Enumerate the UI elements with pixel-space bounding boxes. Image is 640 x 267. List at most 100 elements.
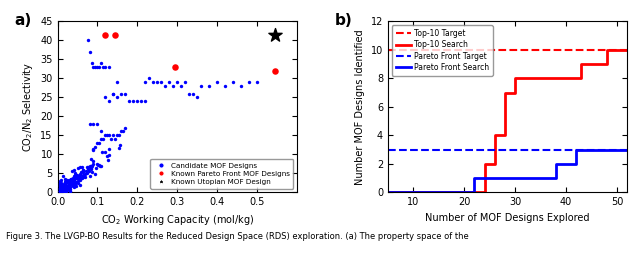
Point xyxy=(86,166,96,170)
Point xyxy=(60,189,70,193)
Point xyxy=(54,189,65,193)
Point xyxy=(104,65,115,69)
Point xyxy=(75,172,85,176)
Point xyxy=(65,182,76,187)
Point xyxy=(148,80,159,84)
Point xyxy=(65,181,76,186)
Point xyxy=(73,181,83,186)
Point xyxy=(56,188,66,192)
Point xyxy=(59,184,69,189)
Point xyxy=(56,187,67,192)
Point xyxy=(61,183,72,188)
Point xyxy=(65,187,75,191)
Point xyxy=(99,65,109,69)
Point xyxy=(97,150,107,154)
Point xyxy=(55,189,65,193)
Point xyxy=(57,189,67,193)
Point xyxy=(60,180,70,185)
Point xyxy=(79,172,90,176)
Point xyxy=(54,189,65,193)
Point xyxy=(140,99,150,103)
Point xyxy=(91,166,101,170)
Point xyxy=(58,174,68,178)
Point xyxy=(55,181,65,185)
Point xyxy=(116,91,127,96)
Point xyxy=(58,186,68,190)
Point xyxy=(58,187,68,192)
Point xyxy=(192,95,202,99)
Point xyxy=(102,133,113,138)
Point xyxy=(112,95,122,99)
Pareto Front Search xyxy=(598,148,605,151)
Point xyxy=(100,95,111,99)
Point xyxy=(60,182,70,186)
Point xyxy=(62,188,72,192)
Point xyxy=(270,33,280,37)
Point xyxy=(56,183,66,187)
Point xyxy=(270,69,280,73)
Point xyxy=(68,183,78,188)
Point xyxy=(228,80,238,84)
Pareto Front Search xyxy=(552,176,560,180)
Point xyxy=(56,182,67,186)
Point xyxy=(97,61,107,65)
Point xyxy=(55,183,65,188)
Point xyxy=(63,185,73,189)
Point xyxy=(99,137,109,141)
Point xyxy=(57,186,67,190)
Point xyxy=(78,168,88,172)
Point xyxy=(61,189,71,193)
Point xyxy=(65,178,75,183)
Point xyxy=(60,180,70,184)
Legend: Top-10 Target, Top-10 Search, Pareto Front Target, Pareto Front Search: Top-10 Target, Top-10 Search, Pareto Fro… xyxy=(392,25,493,76)
Point xyxy=(60,184,70,189)
Point xyxy=(61,186,72,190)
Point xyxy=(84,50,95,54)
Point xyxy=(58,189,68,193)
Y-axis label: Number MOF Designs Identified: Number MOF Designs Identified xyxy=(355,29,365,184)
Point xyxy=(68,178,79,182)
Point xyxy=(67,183,77,187)
Point xyxy=(54,186,65,191)
Point xyxy=(118,129,129,134)
Point xyxy=(57,189,67,193)
Point xyxy=(76,175,86,179)
Point xyxy=(188,91,198,96)
Point xyxy=(72,179,82,184)
Point xyxy=(82,165,92,170)
Point xyxy=(59,189,69,193)
Point xyxy=(68,176,79,180)
Point xyxy=(62,185,72,190)
Point xyxy=(156,80,166,84)
Point xyxy=(104,152,115,157)
Point xyxy=(59,189,69,193)
Point xyxy=(74,165,84,169)
Point xyxy=(152,80,163,84)
Point xyxy=(58,185,68,189)
Point xyxy=(71,176,81,180)
Point xyxy=(94,65,104,69)
Point xyxy=(55,182,65,186)
Pareto Front Search xyxy=(598,148,605,151)
Point xyxy=(57,189,67,193)
Point xyxy=(58,189,68,193)
Point xyxy=(90,144,100,149)
Point xyxy=(57,184,67,188)
Point xyxy=(55,184,65,188)
Point xyxy=(86,169,97,174)
Point xyxy=(70,181,81,185)
Point xyxy=(58,183,68,187)
Point xyxy=(68,175,79,179)
Point xyxy=(100,150,111,154)
Point xyxy=(136,99,147,103)
Point xyxy=(65,177,76,181)
Point xyxy=(58,189,68,193)
Point xyxy=(170,65,180,69)
Point xyxy=(244,80,254,84)
Point xyxy=(56,185,67,189)
Top-10 Search xyxy=(577,77,585,80)
Top-10 Search xyxy=(603,62,611,66)
Point xyxy=(56,181,66,185)
Point xyxy=(115,133,125,138)
Point xyxy=(102,154,112,158)
